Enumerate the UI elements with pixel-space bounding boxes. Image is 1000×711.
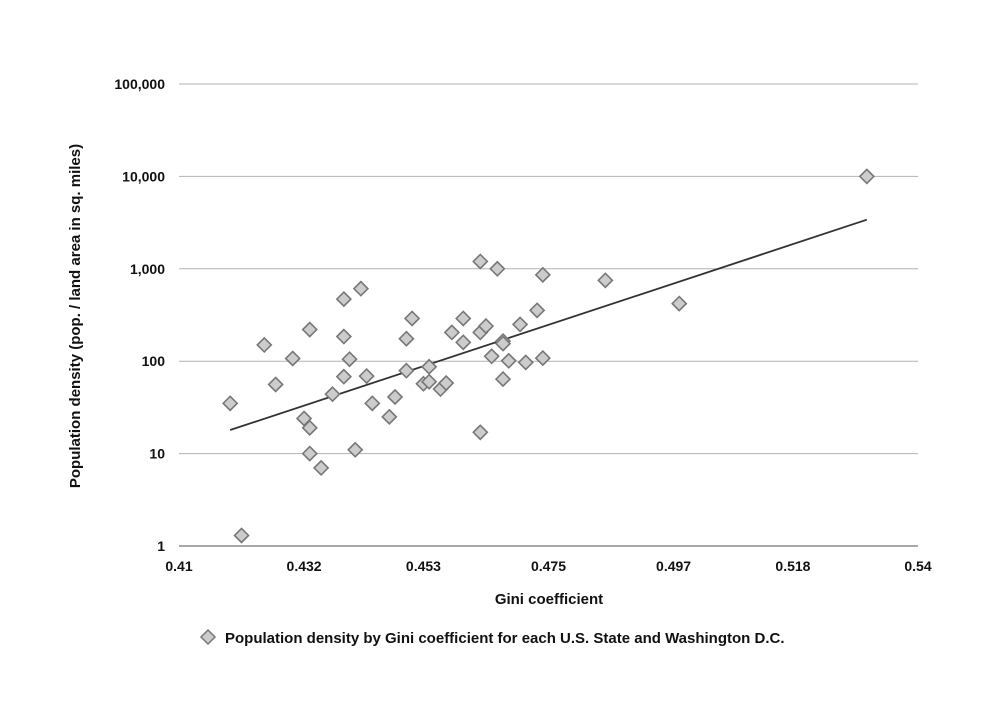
data-point bbox=[472, 253, 489, 270]
data-point bbox=[534, 266, 551, 283]
data-point bbox=[222, 395, 239, 412]
data-point bbox=[358, 367, 375, 385]
data-point bbox=[324, 386, 341, 403]
data-point bbox=[671, 295, 688, 312]
y-tick-label: 1,000 bbox=[130, 261, 165, 277]
y-tick-labels: 1 10 100 1,000 10,000 100,000 bbox=[114, 76, 165, 554]
data-point bbox=[301, 419, 318, 436]
data-point bbox=[347, 441, 364, 458]
y-tick-label: 100 bbox=[142, 353, 166, 369]
data-point bbox=[312, 459, 330, 477]
data-point bbox=[483, 348, 500, 365]
y-axis-label: Population density (pop. / land area in … bbox=[67, 144, 84, 488]
data-point bbox=[398, 362, 415, 379]
data-point bbox=[420, 373, 438, 390]
data-point bbox=[517, 354, 534, 371]
data-point bbox=[335, 290, 352, 308]
data-point bbox=[233, 527, 250, 544]
data-point bbox=[438, 374, 455, 392]
data-point bbox=[301, 445, 318, 462]
data-point bbox=[472, 424, 489, 441]
trendline bbox=[229, 218, 868, 431]
trendline-group bbox=[229, 218, 868, 431]
legend-entry: Population density by Gini coefficient f… bbox=[225, 630, 785, 647]
x-tick-labels: 0.41 0.432 0.453 0.475 0.497 0.518 0.54 bbox=[165, 558, 931, 574]
data-point bbox=[403, 310, 421, 327]
data-point bbox=[494, 370, 512, 388]
data-point bbox=[256, 336, 273, 354]
data-point bbox=[455, 334, 472, 351]
data-point bbox=[352, 280, 370, 297]
x-tick-label: 0.453 bbox=[406, 558, 441, 574]
data-point bbox=[511, 316, 529, 333]
data-point bbox=[335, 328, 352, 345]
legend-marker-icon bbox=[199, 628, 217, 646]
gridlines bbox=[179, 83, 918, 455]
x-tick-label: 0.497 bbox=[656, 558, 691, 574]
data-point bbox=[443, 324, 460, 341]
x-tick-label: 0.41 bbox=[165, 558, 192, 574]
y-tick-label: 100,000 bbox=[114, 76, 165, 92]
data-point bbox=[858, 168, 875, 185]
data-point bbox=[398, 330, 415, 347]
data-point bbox=[364, 395, 381, 412]
data-point bbox=[455, 310, 472, 327]
x-axis-label: Gini coefficient bbox=[495, 591, 603, 608]
data-point bbox=[494, 335, 512, 352]
data-point bbox=[477, 317, 495, 335]
data-point bbox=[528, 302, 546, 319]
data-point bbox=[500, 352, 517, 369]
y-tick-label: 10 bbox=[149, 446, 165, 462]
x-tick-label: 0.54 bbox=[904, 558, 931, 574]
data-point bbox=[489, 260, 506, 277]
x-tick-label: 0.518 bbox=[775, 558, 810, 574]
data-point bbox=[381, 408, 398, 425]
data-point bbox=[284, 350, 301, 367]
legend: Population density by Gini coefficient f… bbox=[199, 628, 785, 647]
data-point bbox=[335, 368, 352, 385]
y-tick-label: 10,000 bbox=[122, 168, 165, 184]
data-point bbox=[267, 376, 284, 393]
data-point bbox=[301, 321, 318, 338]
data-point bbox=[534, 349, 551, 367]
data-point bbox=[341, 351, 358, 368]
y-tick-label: 1 bbox=[157, 538, 165, 554]
data-point bbox=[386, 388, 404, 406]
data-points bbox=[222, 168, 875, 544]
data-point bbox=[597, 272, 614, 289]
x-tick-label: 0.475 bbox=[531, 558, 566, 574]
x-tick-label: 0.432 bbox=[287, 558, 322, 574]
